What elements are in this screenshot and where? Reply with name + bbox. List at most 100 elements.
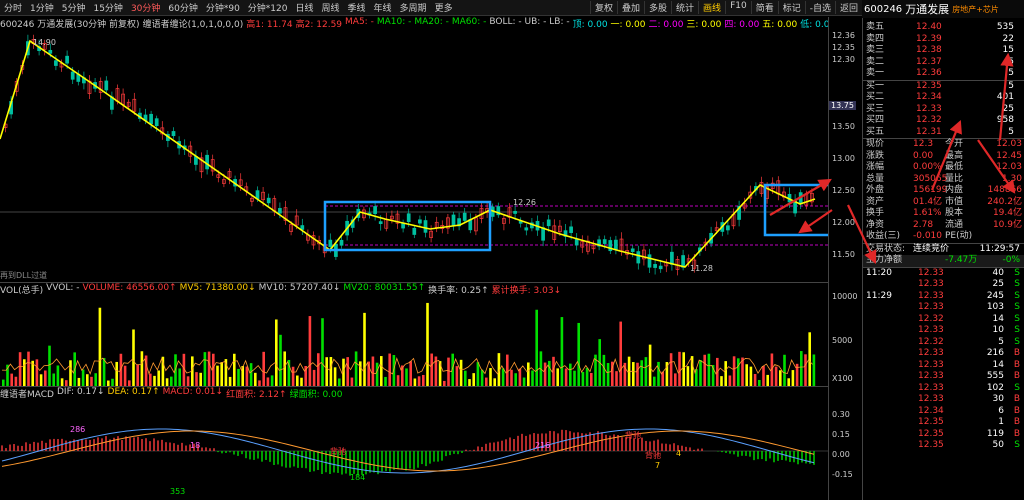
tick-list[interactable]: 11:20 12.33 40 S 12.33 25 S 11:29 12.33 245 S 12.33… — [863, 268, 1024, 452]
volume-bar — [191, 356, 194, 386]
stock-name[interactable]: 万通发展 — [905, 3, 950, 16]
order-row[interactable]: 卖四 12.39 22 — [863, 34, 1024, 46]
price-chart[interactable]: 14.90 12.26 11.28 — [0, 29, 909, 276]
volume-bar — [812, 354, 816, 386]
volume-bar — [556, 368, 559, 386]
period-tab[interactable]: 分钟*90 — [205, 4, 240, 14]
indicator-info-line: 600246 万通发展(30分钟 前复权) 缠语者缠论(1,0,1,0,0,0) 高… — [0, 17, 828, 29]
volume-bar — [18, 352, 22, 386]
candle — [98, 81, 103, 93]
period-tab[interactable]: 年线 — [373, 4, 392, 14]
status-label: 交易状态: — [866, 243, 906, 254]
toolbar-button[interactable]: 多股 — [644, 1, 671, 14]
order-label: 买五 — [866, 126, 885, 137]
order-row[interactable]: 卖二 12.37 5 — [863, 57, 1024, 69]
tick-row: 12.33 216 B — [863, 348, 1024, 360]
period-tab[interactable]: 周线 — [321, 4, 340, 14]
order-row[interactable]: 买一 12.35 5 — [863, 81, 1024, 93]
period-tab[interactable]: 60分钟 — [168, 4, 198, 14]
tick-volume: 555 — [986, 371, 1004, 381]
volume-bar — [804, 354, 807, 386]
order-row[interactable]: 买五 12.31 5 — [863, 127, 1024, 139]
low-label: 11.28 — [690, 264, 713, 273]
toolbar-button[interactable]: 复权 — [589, 1, 617, 14]
tick-price: 12.35 — [918, 417, 944, 427]
axis-label: 13.00 — [832, 154, 855, 163]
candle — [54, 60, 58, 66]
period-tab[interactable]: 更多 — [434, 4, 453, 14]
period-tab[interactable]: 15分钟 — [93, 4, 123, 14]
candle — [670, 251, 674, 265]
period-tab[interactable]: 多周期 — [399, 4, 427, 14]
candle — [199, 157, 204, 173]
volume-bar — [648, 344, 652, 386]
quote-value: 156199 — [913, 185, 948, 195]
order-row[interactable]: 卖五 12.40 535 — [863, 22, 1024, 34]
quote-label: 净资 — [866, 219, 885, 230]
volume-bar — [695, 369, 698, 386]
stock-code: 600246 — [864, 3, 903, 15]
toolbar-button[interactable]: 统计 — [671, 1, 698, 14]
volume-bar — [27, 351, 30, 386]
toolbar-button[interactable]: -自选 — [804, 1, 835, 14]
volume-bar — [258, 380, 261, 386]
period-tab[interactable]: 5分钟 — [61, 4, 86, 14]
order-row[interactable]: 买二 12.34 401 — [863, 92, 1024, 104]
toolbar-button[interactable]: F10 — [725, 1, 751, 14]
order-row[interactable]: 卖一 12.36 5 — [863, 68, 1024, 80]
volume-bar — [249, 363, 253, 386]
candle — [636, 251, 641, 264]
macd-chart[interactable]: 286 18 184 216 353 背驰 背驰 背驰 4 7 — [0, 398, 828, 500]
volume-bar — [94, 373, 97, 386]
tick-price: 12.35 — [918, 440, 944, 450]
info-item: MACD: 0.01↓ — [162, 387, 224, 397]
toolbar-button[interactable]: 画线 — [698, 1, 725, 14]
volume-bar — [48, 345, 51, 386]
net-flow-row[interactable]: 主力净额 -7.47万 -0% — [863, 255, 1024, 267]
period-tab[interactable]: 分钟*120 — [247, 4, 288, 14]
volume-bar — [690, 356, 694, 386]
info-item: MV5: 71380.00↓ — [179, 283, 256, 293]
volume-bar — [577, 322, 580, 386]
order-row[interactable]: 买四 12.32 958 — [863, 115, 1024, 127]
order-volume: 25 — [1002, 103, 1014, 114]
axis-label: 5000 — [832, 336, 853, 345]
tick-volume: 10 — [992, 325, 1004, 335]
period-tab[interactable]: 分时 — [4, 4, 23, 14]
period-tab[interactable]: 日线 — [295, 4, 314, 14]
net-flow-label: 主力净额 — [866, 255, 903, 265]
period-tab[interactable]: 季线 — [347, 4, 366, 14]
period-tab[interactable]: 30分钟 — [130, 4, 161, 14]
volume-bar — [640, 360, 643, 386]
volume-bar — [745, 364, 748, 386]
toolbar-button[interactable]: 标记 — [777, 1, 805, 14]
period-tab[interactable]: 1分钟 — [30, 4, 54, 14]
tick-side: S — [1014, 267, 1020, 278]
toolbar-button[interactable]: 叠加 — [617, 1, 644, 14]
toolbar-button[interactable]: 简看 — [750, 1, 778, 14]
candle — [653, 264, 657, 268]
candlestick-chart[interactable]: 14.90 12.26 11.28 — [0, 29, 909, 276]
volume-bar — [325, 357, 328, 386]
volume-chart[interactable] — [0, 294, 828, 386]
volume-bar — [455, 366, 459, 386]
tick-row: 11:29 12.33 245 S — [863, 291, 1024, 303]
volume-bar — [10, 373, 13, 386]
order-row[interactable]: 买三 12.33 25 — [863, 104, 1024, 116]
volume-bar — [770, 353, 774, 386]
candle — [132, 98, 137, 112]
toolbar-button[interactable]: 返回 — [834, 1, 862, 14]
tick-side: B — [1013, 417, 1020, 427]
tick-side: B — [1013, 394, 1020, 404]
sector-tag[interactable]: 房地产+芯片 — [952, 4, 999, 14]
tick-side: S — [1014, 336, 1020, 347]
buy-orders: 买一 12.35 5 买二 12.34 401 买三 12.33 25 买四 12.32 958 买五 1… — [863, 81, 1024, 139]
volume-bars[interactable] — [0, 294, 828, 386]
candle — [759, 182, 764, 194]
candle — [278, 208, 282, 214]
order-row[interactable]: 卖三 12.38 15 — [863, 45, 1024, 57]
volume-bar — [783, 354, 786, 386]
volume-bar — [480, 369, 484, 386]
tick-volume: 14 — [992, 359, 1004, 370]
